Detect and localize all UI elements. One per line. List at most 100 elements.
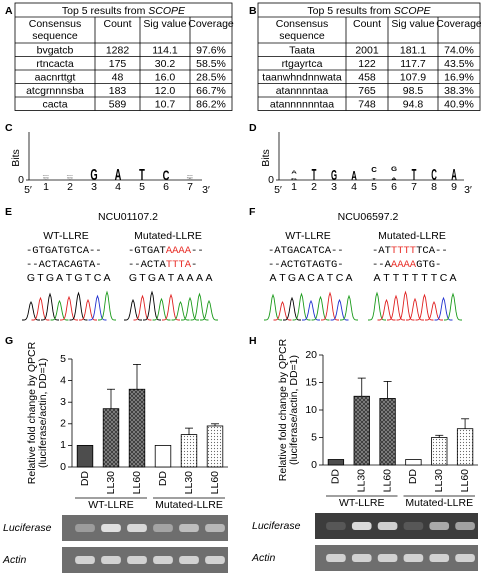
trace-peak (273, 300, 292, 321)
logo-letter: G (391, 166, 398, 173)
table-header: sequence (32, 30, 78, 42)
logo-position: 7 (187, 181, 193, 193)
sequence-segment: AAAA (391, 259, 417, 271)
trace-peak (425, 300, 443, 321)
base-call: T (412, 272, 419, 284)
table-cell: 94.8 (403, 99, 424, 111)
bar (405, 459, 422, 466)
trace-label: WT-LLRE (43, 230, 89, 242)
logo-letter: G (42, 175, 49, 176)
logo-end: 5′ (274, 184, 282, 196)
x-tick-label: LL60 (209, 471, 221, 495)
logo-letter: C (43, 177, 50, 178)
bar (206, 425, 224, 468)
base-call: T (327, 272, 334, 284)
logo-letter: T (312, 166, 317, 184)
table-cell: 122 (358, 58, 376, 70)
table-header: sequence (279, 30, 325, 42)
y-tick-label: 5 (60, 353, 66, 365)
gel-band (377, 522, 398, 530)
table-cell: 43.5% (444, 58, 474, 70)
trace-peak (434, 296, 453, 321)
table-cell: bvgatcb (37, 45, 74, 57)
logo-letter: T (372, 178, 377, 181)
trace-peak (143, 290, 161, 321)
base-call: C (94, 272, 102, 284)
gel-band (429, 554, 450, 562)
table-cell: rtgayrtca (282, 58, 323, 70)
trace-peak (340, 294, 358, 321)
x-tick-label: DD (407, 469, 419, 485)
logo-end: 3′ (464, 184, 472, 196)
gel-band (351, 554, 372, 562)
sequence-segment: --ACTA (128, 259, 167, 271)
table-cell: 2001 (355, 45, 379, 57)
bar (327, 459, 345, 466)
x-tick-label: LL60 (381, 469, 393, 493)
logo-position: 4 (351, 181, 357, 193)
gel-band (429, 522, 450, 530)
panel-label: F (249, 206, 256, 218)
table-cell: 40.9% (444, 99, 474, 111)
sequence-segment: AAAA (166, 245, 192, 257)
table-cell: 117.7 (400, 58, 426, 70)
logo-position: 5 (139, 181, 145, 193)
x-tick-label: LL60 (131, 471, 143, 495)
sequence-line: --ACTATTTA- (128, 259, 197, 271)
table-cell: 10.7 (155, 99, 176, 111)
panel-label: C (5, 122, 13, 134)
logo-position: 7 (411, 181, 417, 193)
table-cell: 58.5% (196, 58, 226, 70)
logo-letter: A (291, 169, 297, 174)
table-cell: aacnrttgt (35, 72, 76, 84)
trace-peak (190, 292, 209, 321)
sequence-segment: TCA-- (416, 245, 448, 257)
sequence-line: --ACTGTAGTG- (268, 259, 344, 271)
sequence-line: -ATTTTTTCA-- (372, 245, 448, 257)
logo-letter: C (163, 167, 170, 184)
table-cell: atcgrnnnsba (26, 85, 84, 97)
table-cell: 114.1 (152, 45, 178, 57)
trace-peak (60, 295, 78, 321)
base-call: C (440, 272, 448, 284)
base-call: C (336, 272, 344, 284)
table-title: Top 5 results from SCOPE (62, 5, 186, 17)
table-cell: atannnntaa (276, 85, 329, 97)
table-header: Sig value (143, 18, 186, 30)
logo-letter: G (186, 177, 193, 178)
gel-band (403, 554, 424, 562)
sequence-line: -GTGATAAAA-- (128, 245, 204, 257)
y-tick-label: 5 (311, 431, 317, 443)
base-call: A (269, 272, 276, 284)
logo-letter: C (187, 175, 194, 176)
base-call: A (205, 272, 212, 284)
base-call: A (103, 272, 110, 284)
gel-band (403, 522, 424, 530)
table-header: Coverage (436, 18, 481, 30)
y-tick-label: 3 (60, 396, 66, 408)
gel-band (205, 556, 225, 564)
gel-band (75, 524, 95, 532)
logo-position: 1 (291, 181, 297, 193)
gel-label: Actin (2, 554, 27, 566)
base-call: T (393, 272, 400, 284)
logo-letter: C (371, 165, 377, 174)
table-cell: 175 (109, 58, 127, 70)
table-cell: 458 (358, 72, 376, 84)
trace-peak (133, 294, 152, 321)
table-cell: 97.6% (196, 45, 226, 57)
y-axis-label: Relative fold change by QPCR (26, 341, 38, 484)
table-cell: 589 (109, 99, 127, 111)
group-label: WT-LLRE (88, 499, 134, 511)
trace-peak (171, 300, 190, 321)
table-cell: 183 (109, 85, 127, 97)
logo-position: 4 (115, 181, 121, 193)
logo-ylabel: Bits (10, 149, 22, 167)
logo-end: 3′ (202, 184, 210, 196)
table-header: Count (353, 18, 381, 30)
logo-letter: G (66, 175, 73, 176)
x-tick-label: DD (330, 469, 342, 485)
trace-peak (396, 290, 415, 321)
bar (102, 408, 120, 468)
logo-letter: A (351, 169, 357, 184)
